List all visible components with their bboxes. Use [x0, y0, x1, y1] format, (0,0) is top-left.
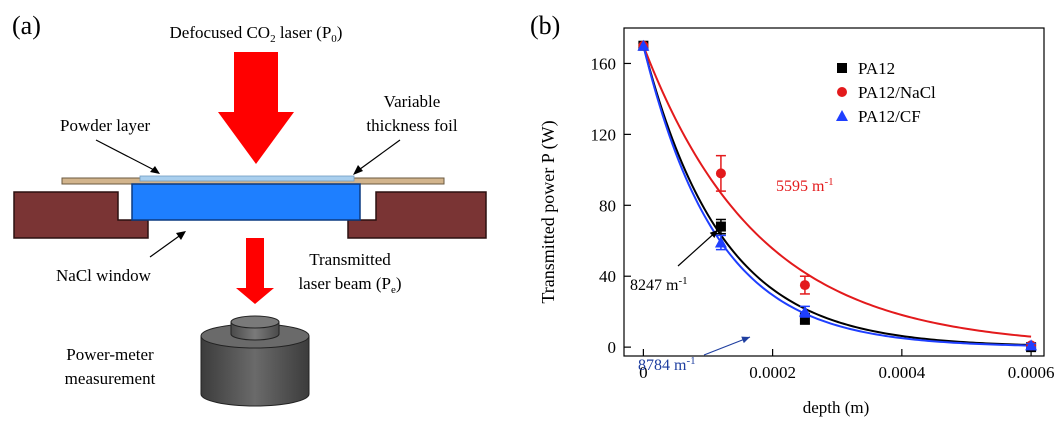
- powder-leader-line: [95, 139, 159, 173]
- plot-frame: [623, 27, 1045, 357]
- x-tick-label: 0: [639, 363, 648, 382]
- annotation-label-1: 8247 m-1: [630, 275, 688, 294]
- x-tick-label: 0.0004: [878, 363, 925, 382]
- panel-a-label: (a): [12, 11, 41, 40]
- y-axis-label: Transmitted power P (W): [538, 120, 559, 303]
- fit-curve-pa12-nacl: [642, 45, 1032, 338]
- annotation-leader-2: [703, 336, 751, 356]
- foil-leader-arrowhead: [353, 165, 363, 175]
- data-point-pa12-nacl: [799, 280, 810, 291]
- window-leader-line: [149, 233, 183, 258]
- mount-right: [347, 191, 487, 239]
- window-leader-arrowhead: [176, 231, 186, 240]
- x-tick-label: 0.0002: [749, 363, 796, 382]
- x-tick-label: 0.0006: [1008, 363, 1055, 382]
- powder-layer: [139, 175, 355, 182]
- y-tick-label: 160: [591, 54, 617, 73]
- y-tick-label: 0: [608, 338, 617, 357]
- legend-label-pa12-cf: PA12/CF: [858, 107, 921, 126]
- powder-layer-label: Powder layer: [60, 116, 151, 135]
- window-label: NaCl window: [56, 266, 152, 285]
- transmitted-label-line2: laser beam (Pe): [298, 274, 401, 296]
- data-point-pa12: [715, 221, 726, 232]
- fit-curve-pa12: [642, 45, 1032, 346]
- schematic-diagram: (a) Defocused CO2 laser (P0) Powder laye…: [12, 11, 487, 407]
- y-tick-label: 120: [591, 125, 617, 144]
- annotation-arrowhead-2: [741, 336, 750, 344]
- foil-label-line1: Variable: [384, 92, 441, 111]
- legend-marker-pa12: [837, 63, 847, 73]
- plot-area: 0 0.0002 0.0004 0.0006 0 40 80 120 160 PA12 PA12/N…: [591, 27, 1055, 382]
- foil-leader-line: [355, 139, 401, 173]
- data-point-pa12-cf: [1025, 339, 1038, 351]
- transmitted-label-line1: Transmitted: [309, 250, 391, 269]
- mount-left: [13, 191, 149, 239]
- foil-label-line2: thickness foil: [366, 116, 457, 135]
- legend-label-pa12: PA12: [858, 59, 895, 78]
- data-point-pa12: [799, 313, 810, 324]
- data-point-pa12-cf: [798, 305, 811, 317]
- data-point-pa12-nacl: [715, 168, 726, 179]
- nacl-window: [131, 183, 361, 221]
- y-tick-label: 40: [599, 267, 616, 286]
- data-point-pa12-cf: [637, 39, 650, 51]
- meter-label-line2: measurement: [65, 369, 156, 388]
- legend-label-pa12-nacl: PA12/NaCl: [858, 83, 936, 102]
- legend-marker-pa12-cf: [836, 110, 848, 121]
- panel-b-label: (b): [530, 11, 560, 40]
- power-meter: [200, 315, 310, 407]
- meter-label-line1: Power-meter: [66, 345, 154, 364]
- fit-curve-pa12-cf: [642, 45, 1032, 347]
- annotation-label-0: 5595 m-1: [776, 176, 834, 195]
- y-tick-label: 80: [599, 196, 616, 215]
- x-axis-label: depth (m): [803, 398, 870, 417]
- schematic-panel: (a) Defocused CO2 laser (P0) Powder laye…: [0, 0, 520, 419]
- annotation-arrowhead-1: [709, 230, 718, 238]
- data-point-pa12-cf: [714, 236, 727, 248]
- legend-marker-pa12-nacl: [837, 87, 847, 97]
- transmitted-laser-arrow: [236, 238, 274, 304]
- incoming-laser-arrow: [218, 52, 294, 164]
- annotation-label-2: 8784 m-1: [638, 355, 696, 374]
- powder-leader-arrowhead: [150, 166, 160, 174]
- laser-label: Defocused CO2 laser (P0): [170, 23, 343, 45]
- annotation-leader-1: [677, 229, 719, 267]
